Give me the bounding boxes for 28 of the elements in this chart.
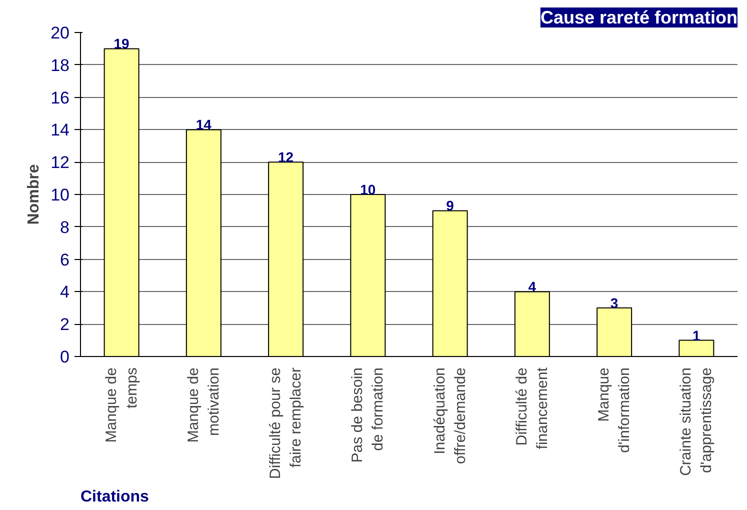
data-label: 14 <box>196 116 212 133</box>
y-tick-label: 12 <box>50 153 70 172</box>
data-label: 19 <box>114 36 130 52</box>
x-tick-label: Inadéquation offre/demande <box>431 367 469 464</box>
data-label: 3 <box>610 294 618 311</box>
y-axis-title: Nombre <box>26 164 43 225</box>
y-tick-label: 6 <box>60 250 70 270</box>
x-tick-label: Manque de temps <box>102 367 140 443</box>
y-tick-label: 18 <box>50 56 70 75</box>
data-label: 9 <box>446 198 454 214</box>
x-tick-label: Pas de besoin de formation <box>349 367 387 463</box>
chart-title: Cause rareté formation <box>540 8 738 28</box>
y-tick-label: 2 <box>60 315 70 334</box>
y-tick-label: 14 <box>50 120 70 140</box>
data-label: 1 <box>692 327 701 344</box>
y-tick-label: 16 <box>50 88 70 108</box>
y-tick-label: 10 <box>50 186 70 204</box>
x-tick-label: Manque d'information <box>596 367 634 453</box>
x-tick-label: Difficulté pour se faire remplacer <box>267 367 305 479</box>
data-label: 12 <box>278 149 294 166</box>
data-label: 10 <box>360 182 376 198</box>
y-tick-label: 0 <box>60 348 70 366</box>
x-tick-label: Difficulté de financement <box>513 366 551 450</box>
data-label: 4 <box>528 278 536 295</box>
x-axis-title: Citations <box>80 488 150 506</box>
y-tick-label: 8 <box>60 218 70 237</box>
y-tick-label: 4 <box>60 282 70 302</box>
y-tick-label: 20 <box>50 24 70 42</box>
